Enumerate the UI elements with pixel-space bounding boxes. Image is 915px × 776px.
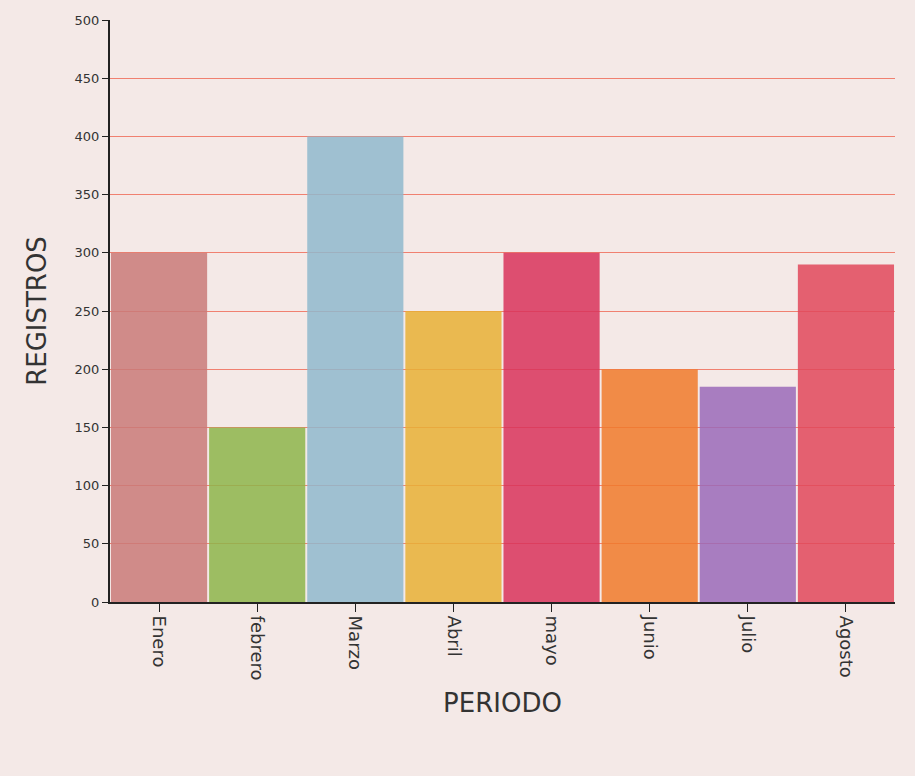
svg-text:450: 450 <box>75 71 100 86</box>
svg-text:400: 400 <box>75 129 100 144</box>
svg-text:350: 350 <box>75 187 100 202</box>
svg-text:250: 250 <box>75 304 100 319</box>
svg-text:Junio: Junio <box>640 615 661 660</box>
svg-text:200: 200 <box>75 362 100 377</box>
svg-text:Julio: Julio <box>738 615 759 654</box>
svg-text:50: 50 <box>83 536 100 551</box>
svg-text:150: 150 <box>75 420 100 435</box>
svg-text:100: 100 <box>75 478 100 493</box>
svg-text:PERIODO: PERIODO <box>443 688 562 718</box>
svg-text:0: 0 <box>91 595 99 610</box>
svg-text:Marzo: Marzo <box>345 616 366 670</box>
svg-text:Abril: Abril <box>444 616 465 657</box>
svg-text:300: 300 <box>75 245 100 260</box>
svg-text:mayo: mayo <box>542 616 563 666</box>
svg-text:Enero: Enero <box>149 616 170 668</box>
svg-text:febrero: febrero <box>247 616 268 681</box>
svg-text:Agosto: Agosto <box>836 616 857 678</box>
svg-text:500: 500 <box>75 13 100 28</box>
svg-text:REGISTROS: REGISTROS <box>22 236 52 386</box>
